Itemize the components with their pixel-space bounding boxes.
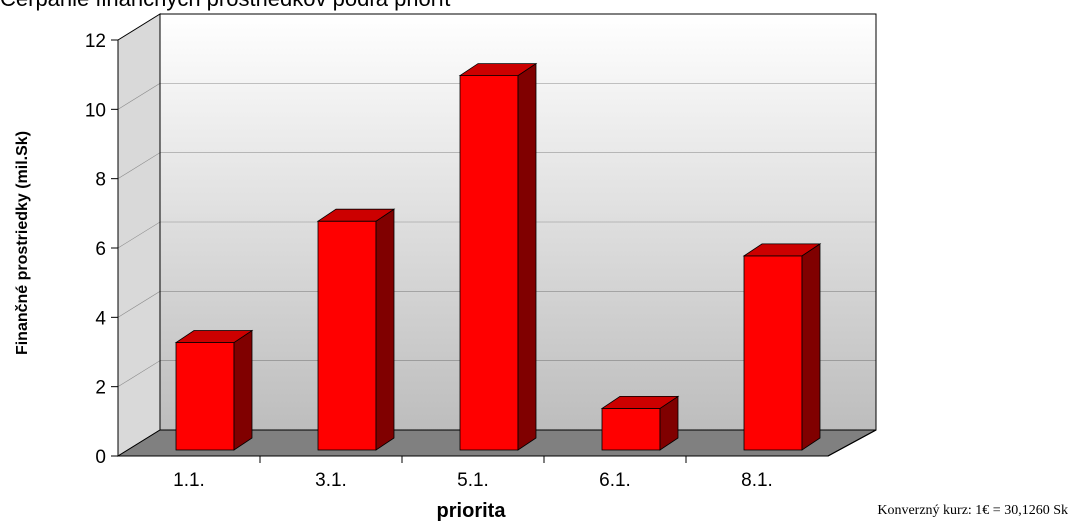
y-tick-label: 2 — [95, 378, 106, 399]
bar-side — [801, 243, 821, 451]
bar-8.1. — [742, 243, 822, 451]
bar-front — [459, 75, 519, 451]
x-tick-label: 3.1. — [315, 470, 347, 491]
gridline — [117, 221, 876, 249]
bar-5.1. — [458, 62, 538, 451]
bar-top — [600, 395, 680, 409]
bar-top — [742, 243, 822, 257]
y-tick-label: 4 — [95, 308, 106, 329]
y-tick-label: 0 — [95, 447, 106, 468]
gridline — [117, 13, 876, 41]
bars — [174, 62, 822, 451]
y-tick-label: 8 — [95, 170, 106, 191]
bar-1.1. — [174, 329, 254, 451]
y-axis: 0 2 4 6 8 10 12 — [85, 31, 119, 468]
bar-top — [316, 208, 396, 222]
x-tick-label: 1.1. — [173, 470, 205, 491]
x-tick-label: 5.1. — [457, 470, 489, 491]
bar-front — [175, 342, 235, 451]
bar-3.1. — [316, 208, 396, 451]
bar-side — [233, 329, 253, 451]
conversion-note: Konverzný kurz: 1€ = 30,1260 Sk — [877, 503, 1068, 518]
bar-side — [517, 62, 537, 451]
bar-side — [375, 208, 395, 451]
gridline — [117, 360, 876, 387]
y-axis-label: Finančné prostriedky (mil.Sk) — [14, 131, 31, 355]
chart-title: Čerpanie finančných prostriedkov podľa p… — [0, 0, 450, 11]
bar-top — [174, 330, 254, 343]
y-tick-label: 6 — [95, 239, 106, 260]
x-axis-label: priorita — [437, 500, 507, 521]
gridline — [117, 83, 876, 110]
bar-front — [743, 255, 803, 451]
y-tick-label: 10 — [85, 100, 106, 121]
y-tick-label: 12 — [85, 31, 106, 52]
gridline — [117, 152, 876, 179]
bar-top — [458, 63, 538, 76]
gridline — [117, 291, 876, 318]
bar-6.1. — [600, 395, 680, 451]
x-tick-label: 8.1. — [741, 470, 773, 491]
x-axis: 1.1. 3.1. 5.1. 6.1. 8.1. — [118, 429, 877, 491]
x-tick-label: 6.1. — [599, 470, 631, 491]
bar-front — [317, 220, 377, 451]
bar-front — [601, 407, 661, 451]
gridlines — [117, 13, 876, 387]
